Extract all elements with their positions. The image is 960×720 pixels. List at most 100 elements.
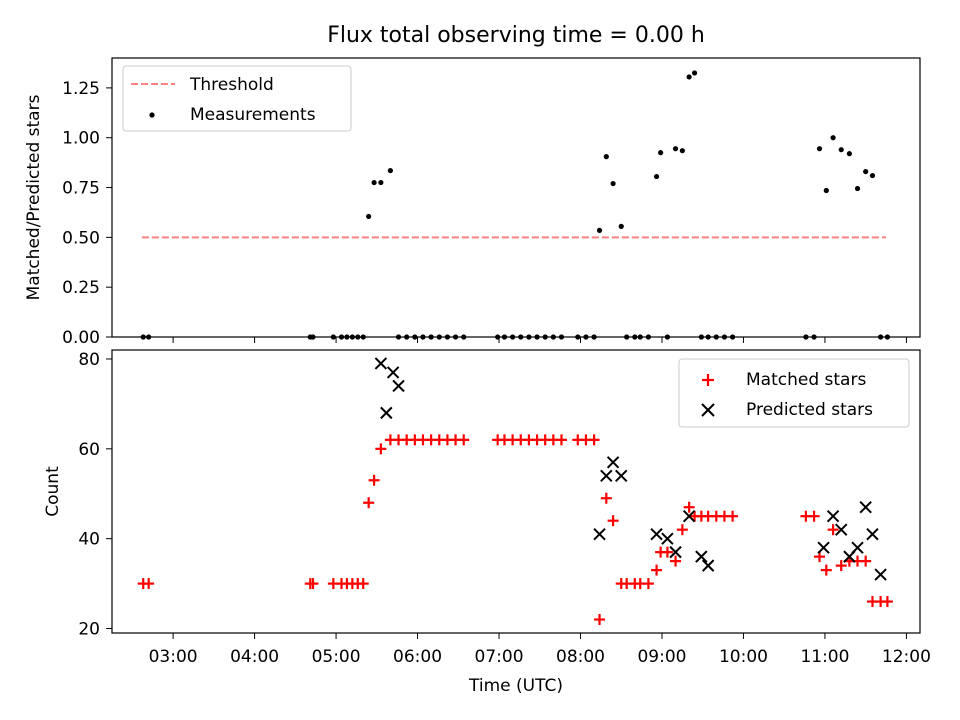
measurement-point	[603, 154, 609, 160]
top-legend: Threshold Measurements	[122, 65, 352, 132]
top-y-axis: 0.00 0.25 0.50 0.75 1.00 1.25	[62, 79, 112, 348]
matched-star-point	[727, 510, 739, 522]
matched-star-point	[588, 434, 600, 446]
predicted-star-point	[817, 541, 830, 554]
bottom-x-tick-label: 10:00	[719, 647, 768, 667]
measurement-point	[366, 213, 372, 220]
matched-star-point	[808, 510, 820, 522]
bottom-x-axis: 03:00 04:00 05:00 06:00 07:00 08:00 09:00 10:00…	[149, 633, 931, 667]
measurement-point	[686, 74, 692, 80]
legend-measurements-label: Measurements	[190, 105, 316, 125]
bottom-x-axis-label: Time (UTC)	[468, 676, 563, 696]
predicted-star-point	[661, 532, 674, 545]
matched-star-point	[827, 524, 839, 536]
predicted-star-point	[682, 509, 696, 523]
predicted-star-point	[392, 379, 405, 393]
top-y-tick-label: 0.00	[62, 328, 100, 348]
matched-star-point	[143, 578, 155, 590]
predicted-star-point	[615, 469, 628, 482]
legend-matched-swatch	[702, 374, 714, 386]
bottom-x-tick-label: 06:00	[393, 647, 442, 667]
matched-star-point	[642, 578, 654, 590]
bottom-y-axis: 20 40 60 80	[78, 350, 112, 640]
flux-ratio-marks	[140, 70, 891, 340]
measurement-point	[387, 167, 393, 174]
measurement-point	[869, 172, 876, 179]
matched-star-point	[458, 434, 470, 446]
measurement-point	[816, 146, 823, 152]
star-count-marks	[137, 357, 893, 626]
measurement-point	[823, 187, 829, 194]
matched-star-point	[881, 596, 893, 608]
predicted-star-point	[835, 523, 848, 536]
matched-star-point	[835, 560, 847, 572]
measurement-point	[653, 173, 660, 180]
top-y-tick-label: 1.25	[62, 79, 100, 99]
bottom-y-axis-label: Count	[43, 466, 63, 517]
predicted-star-point	[600, 469, 613, 482]
bottom-x-tick-label: 09:00	[637, 647, 686, 667]
bottom-x-tick-label: 04:00	[230, 647, 279, 667]
matched-star-point	[683, 501, 695, 513]
legend-measurements-swatch	[149, 112, 155, 118]
matched-star-point	[368, 474, 380, 486]
bottom-y-tick-label: 80	[78, 350, 100, 370]
top-y-axis-label: Matched/Predicted stars	[24, 94, 44, 300]
predicted-star-point	[386, 366, 400, 379]
bottom-x-tick-label: 08:00	[556, 647, 605, 667]
predicted-star-point	[826, 509, 840, 523]
measurement-point	[838, 147, 844, 153]
measurement-point	[830, 135, 836, 141]
matched-star-point	[670, 555, 682, 567]
matched-star-point	[307, 578, 319, 590]
matched-star-point	[363, 497, 375, 509]
measurement-point	[863, 168, 869, 175]
legend-threshold-label: Threshold	[189, 75, 274, 95]
predicted-star-point	[606, 456, 620, 469]
measurement-point	[691, 70, 698, 76]
top-y-tick-label: 0.50	[62, 228, 100, 248]
matched-star-point	[375, 443, 387, 455]
top-y-tick-label: 1.00	[62, 129, 100, 149]
top-x-ticks	[172, 337, 907, 343]
measurement-point	[596, 227, 603, 233]
legend-predicted-swatch	[701, 403, 715, 417]
top-plot-frame	[111, 57, 921, 338]
matched-star-point	[676, 524, 688, 536]
measurement-point	[658, 150, 664, 156]
flux-ratio-panel: Flux total observing time = 0.00 h 0.000…	[24, 23, 921, 348]
matched-star-point	[594, 614, 606, 626]
measurement-point	[672, 146, 679, 152]
bottom-plot-frame	[111, 349, 921, 634]
matched-star-point	[607, 515, 619, 527]
measurement-point	[371, 179, 377, 186]
measurement-point	[610, 180, 616, 187]
predicted-star-point	[374, 357, 388, 370]
matched-star-point	[651, 564, 663, 576]
top-y-tick-label: 0.25	[62, 278, 100, 298]
predicted-star-point	[859, 501, 872, 514]
bottom-x-tick-label: 12:00	[882, 647, 931, 667]
bottom-legend: Matched stars Predicted stars	[678, 358, 910, 428]
bottom-y-tick-label: 60	[78, 440, 100, 460]
measurement-point	[846, 151, 852, 157]
predicted-star-point	[650, 527, 663, 541]
matched-star-point	[600, 492, 612, 504]
matched-star-point	[357, 578, 369, 590]
predicted-star-point	[874, 568, 887, 581]
measurement-point	[618, 223, 624, 229]
matched-star-point	[820, 564, 832, 576]
bottom-legend-frame	[678, 358, 910, 428]
legend-predicted-label: Predicted stars	[746, 400, 873, 420]
predicted-star-point	[669, 545, 682, 559]
measurement-point	[854, 185, 861, 192]
measurement-point	[679, 148, 685, 154]
measurement-point	[378, 179, 384, 186]
matched-star-point	[860, 555, 872, 567]
top-y-tick-label: 0.75	[62, 179, 100, 199]
top-legend-frame	[122, 65, 352, 132]
predicted-star-point	[851, 541, 864, 554]
legend-matched-label: Matched stars	[746, 370, 866, 390]
